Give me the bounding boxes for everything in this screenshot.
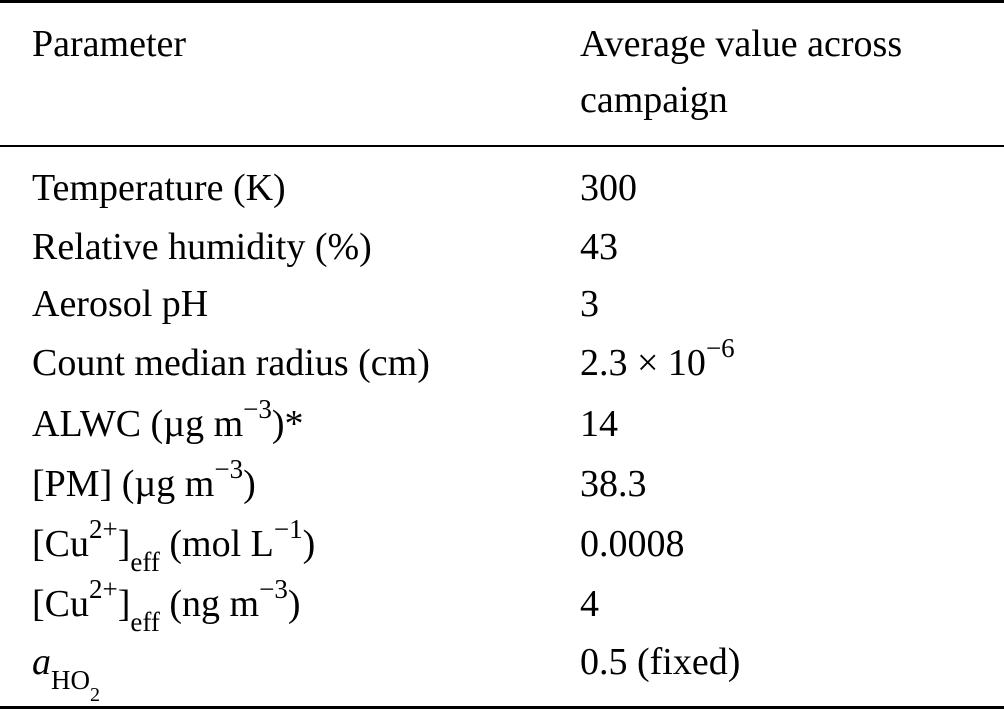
cu-ng-param-charge: 2+ xyxy=(89,574,118,605)
cu-mol-param-close: ) xyxy=(302,523,316,565)
header-average-line1: Average value across xyxy=(580,23,903,65)
cu-mol-param-text: [Cu xyxy=(32,523,89,565)
row-pm-param: [PM] (µg m−3) xyxy=(32,456,256,508)
row-cu-mol-value: 0.0008 xyxy=(580,523,685,565)
cu-ng-param-text: [Cu xyxy=(32,583,89,625)
pm-param-exponent: −3 xyxy=(214,454,244,485)
aho2-param-subscript: HO2 xyxy=(51,664,100,705)
cu-mol-param-subscript: eff xyxy=(130,546,160,577)
radius-value-base: 2.3 × 10 xyxy=(580,342,706,384)
header-parameter: Parameter xyxy=(32,23,187,65)
cu-mol-param-exponent: −1 xyxy=(273,514,303,545)
row-alwc-param: ALWC (µg m−3)* xyxy=(32,396,304,448)
row-temperature-param: Temperature (K) xyxy=(32,167,286,209)
alwc-param-close: )* xyxy=(271,403,304,445)
row-humidity-value: 43 xyxy=(580,226,618,268)
row-radius-param: Count median radius (cm) xyxy=(32,342,430,384)
table-bottom-rule xyxy=(0,706,1004,709)
alwc-param-exponent: −3 xyxy=(243,394,272,425)
radius-value-exponent: −6 xyxy=(705,333,735,364)
table-header-rule xyxy=(0,145,1004,147)
row-aho2-param: aHO2 xyxy=(32,638,100,705)
cu-ng-param-close: ) xyxy=(287,583,301,625)
cu-mol-param-unit: (mol L xyxy=(159,523,274,565)
cu-ng-param-unit: (ng m xyxy=(159,583,260,625)
row-temperature-value: 300 xyxy=(580,167,637,209)
table-top-rule xyxy=(0,0,1004,3)
cu-mol-param-bracket: ] xyxy=(117,523,131,565)
row-radius-value: 2.3 × 10−6 xyxy=(580,335,735,387)
row-ph-value: 3 xyxy=(580,283,599,325)
row-alwc-value: 14 xyxy=(580,403,618,445)
row-cu-ng-param: [Cu2+]eff (ng m−3) xyxy=(32,576,301,635)
cu-ng-param-exponent: −3 xyxy=(259,574,288,605)
aho2-subscript-digit: 2 xyxy=(90,683,100,706)
row-cu-ng-value: 4 xyxy=(580,583,599,625)
pm-param-close: ) xyxy=(243,463,256,505)
row-pm-value: 38.3 xyxy=(580,463,647,505)
aho2-subscript-text: HO xyxy=(51,664,90,695)
row-cu-mol-param: [Cu2+]eff (mol L−1) xyxy=(32,516,316,575)
cu-ng-param-subscript: eff xyxy=(130,606,160,637)
pm-param-text: [PM] (µg m xyxy=(32,463,215,505)
cu-mol-param-charge: 2+ xyxy=(89,514,118,545)
header-average-line2: campaign xyxy=(580,79,728,121)
row-ph-param: Aerosol pH xyxy=(32,283,209,325)
row-aho2-value: 0.5 (fixed) xyxy=(580,641,741,683)
row-humidity-param: Relative humidity (%) xyxy=(32,226,372,268)
aho2-param-symbol: a xyxy=(32,641,51,683)
cu-ng-param-bracket: ] xyxy=(117,583,131,625)
alwc-param-text: ALWC (µg m xyxy=(32,403,244,445)
